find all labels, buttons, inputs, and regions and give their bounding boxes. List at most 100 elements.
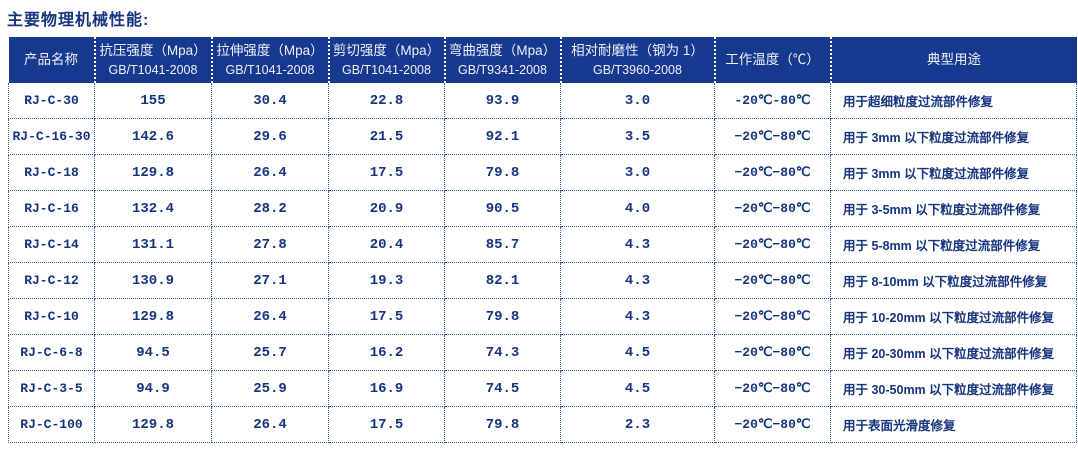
working-temperature-cell: −20℃−80℃ xyxy=(714,190,831,227)
tensile-strength-cell: 26.4 xyxy=(211,298,329,335)
mechanical-properties-table: 产品名称 抗压强度（Mpa） GB/T1041-2008 拉伸强度（Mpa） G… xyxy=(8,37,1077,443)
compressive-strength-cell: 129.8 xyxy=(94,298,212,335)
product-name-cell: RJ-C-14 xyxy=(8,226,95,263)
wear-resistance-cell: 3.5 xyxy=(560,118,715,155)
column-header-label: 剪切强度（Mpa） xyxy=(332,43,441,59)
wear-resistance-cell: 4.3 xyxy=(560,226,715,263)
flexural-strength-cell: 74.3 xyxy=(444,334,561,371)
typical-usage-cell: 用于 3mm 以下粒度过流部件修复 xyxy=(830,118,1077,155)
column-header-label: 弯曲强度（Mpa） xyxy=(448,43,557,59)
product-name-cell: RJ-C-100 xyxy=(8,406,95,443)
column-header-compressive-strength: 抗压强度（Mpa） GB/T1041-2008 xyxy=(93,37,212,83)
tensile-strength-cell: 25.9 xyxy=(211,370,329,407)
column-header-standard: GB/T1041-2008 xyxy=(108,62,198,77)
column-header-product: 产品名称 xyxy=(8,37,95,83)
column-header-tensile-strength: 拉伸强度（Mpa） GB/T1041-2008 xyxy=(210,37,329,83)
compressive-strength-cell: 94.5 xyxy=(94,334,212,371)
column-header-standard: GB/T1041-2008 xyxy=(342,62,431,77)
table-row: RJ-C-18 129.8 26.4 17.5 79.8 3.0 −20℃−80℃ 用于 3m… xyxy=(8,154,1077,191)
column-header-shear-strength: 剪切强度（Mpa） GB/T1041-2008 xyxy=(327,37,445,83)
wear-resistance-cell: 4.5 xyxy=(560,370,715,407)
product-name-cell: RJ-C-6-8 xyxy=(8,334,95,371)
typical-usage-cell: 用于 30-50mm 以下粒度过流部件修复 xyxy=(830,370,1077,407)
working-temperature-cell: −20℃−80℃ xyxy=(714,298,831,335)
flexural-strength-cell: 93.9 xyxy=(444,83,561,119)
shear-strength-cell: 16.2 xyxy=(328,334,445,371)
flexural-strength-cell: 92.1 xyxy=(444,118,561,155)
flexural-strength-cell: 74.5 xyxy=(444,370,561,407)
tensile-strength-cell: 30.4 xyxy=(211,83,329,119)
product-name-cell: RJ-C-30 xyxy=(8,83,95,119)
column-header-typical-usage: 典型用途 xyxy=(829,37,1077,83)
shear-strength-cell: 21.5 xyxy=(328,118,445,155)
working-temperature-cell: −20℃−80℃ xyxy=(714,370,831,407)
typical-usage-cell: 用于表面光滑度修复 xyxy=(830,406,1077,443)
header-row: 产品名称 抗压强度（Mpa） GB/T1041-2008 拉伸强度（Mpa） G… xyxy=(8,37,1077,83)
table-row: RJ-C-16 132.4 28.2 20.9 90.5 4.0 −20℃−80℃ 用于 3-… xyxy=(8,190,1077,227)
column-header-label: 产品名称 xyxy=(24,52,78,68)
column-header-wear-resistance: 相对耐磨性（钢为 1） GB/T3960-2008 xyxy=(559,37,715,83)
tensile-strength-cell: 27.1 xyxy=(211,262,329,299)
table-row: RJ-C-12 130.9 27.1 19.3 82.1 4.3 −20℃−80℃ 用于 8-… xyxy=(8,262,1077,299)
flexural-strength-cell: 82.1 xyxy=(444,262,561,299)
typical-usage-cell: 用于超细粒度过流部件修复 xyxy=(830,83,1077,119)
compressive-strength-cell: 131.1 xyxy=(94,226,212,263)
column-header-label: 抗压强度（Mpa） xyxy=(99,43,207,59)
table-row: RJ-C-16-30 142.6 29.6 21.5 92.1 3.5 −20℃−80℃ 用于… xyxy=(8,118,1077,155)
column-header-working-temperature: 工作温度（℃） xyxy=(713,37,831,83)
compressive-strength-cell: 129.8 xyxy=(94,154,212,191)
compressive-strength-cell: 142.6 xyxy=(94,118,212,155)
tensile-strength-cell: 26.4 xyxy=(211,406,329,443)
compressive-strength-cell: 132.4 xyxy=(94,190,212,227)
shear-strength-cell: 22.8 xyxy=(328,83,445,119)
table-row: RJ-C-30 155 30.4 22.8 93.9 3.0 -20℃-80℃ 用于超细粒度过… xyxy=(8,83,1077,119)
table-row: RJ-C-3-5 94.9 25.9 16.9 74.5 4.5 −20℃−80℃ 用于 30… xyxy=(8,370,1077,407)
wear-resistance-cell: 3.0 xyxy=(560,83,715,119)
working-temperature-cell: −20℃−80℃ xyxy=(714,334,831,371)
typical-usage-cell: 用于 10-20mm 以下粒度过流部件修复 xyxy=(830,298,1077,335)
column-header-standard: GB/T9341-2008 xyxy=(458,62,547,77)
flexural-strength-cell: 79.8 xyxy=(444,406,561,443)
product-name-cell: RJ-C-18 xyxy=(8,154,95,191)
table-header: 产品名称 抗压强度（Mpa） GB/T1041-2008 拉伸强度（Mpa） G… xyxy=(8,37,1077,83)
table-row: RJ-C-10 129.8 26.4 17.5 79.8 4.3 −20℃−80℃ 用于 10… xyxy=(8,298,1077,335)
tensile-strength-cell: 28.2 xyxy=(211,190,329,227)
column-header-label: 拉伸强度（Mpa） xyxy=(216,43,324,59)
shear-strength-cell: 20.4 xyxy=(328,226,445,263)
tensile-strength-cell: 26.4 xyxy=(211,154,329,191)
shear-strength-cell: 17.5 xyxy=(328,154,445,191)
table-row: RJ-C-14 131.1 27.8 20.4 85.7 4.3 −20℃−80℃ 用于 5-… xyxy=(8,226,1077,263)
page-title: 主要物理机械性能: xyxy=(7,12,150,29)
flexural-strength-cell: 79.8 xyxy=(444,154,561,191)
table-row: RJ-C-100 129.8 26.4 17.5 79.8 2.3 −20℃−80℃ 用于表面… xyxy=(8,406,1077,443)
table-row: RJ-C-6-8 94.5 25.7 16.2 74.3 4.5 −20℃−80℃ 用于 20… xyxy=(8,334,1077,371)
working-temperature-cell: -20℃-80℃ xyxy=(714,83,831,119)
shear-strength-cell: 19.3 xyxy=(328,262,445,299)
shear-strength-cell: 17.5 xyxy=(328,406,445,443)
column-header-label: 工作温度（℃） xyxy=(725,52,820,68)
tensile-strength-cell: 29.6 xyxy=(211,118,329,155)
column-header-standard: GB/T1041-2008 xyxy=(225,62,315,77)
shear-strength-cell: 17.5 xyxy=(328,298,445,335)
working-temperature-cell: −20℃−80℃ xyxy=(714,154,831,191)
typical-usage-cell: 用于 20-30mm 以下粒度过流部件修复 xyxy=(830,334,1077,371)
wear-resistance-cell: 2.3 xyxy=(560,406,715,443)
typical-usage-cell: 用于 8-10mm 以下粒度过流部件修复 xyxy=(830,262,1077,299)
product-name-cell: RJ-C-10 xyxy=(8,298,95,335)
wear-resistance-cell: 3.0 xyxy=(560,154,715,191)
typical-usage-cell: 用于 3mm 以下粒度过流部件修复 xyxy=(830,154,1077,191)
product-name-cell: RJ-C-12 xyxy=(8,262,95,299)
shear-strength-cell: 16.9 xyxy=(328,370,445,407)
compressive-strength-cell: 94.9 xyxy=(94,370,212,407)
column-header-standard: GB/T3960-2008 xyxy=(593,62,682,77)
product-name-cell: RJ-C-16-30 xyxy=(8,118,95,155)
shear-strength-cell: 20.9 xyxy=(328,190,445,227)
product-name-cell: RJ-C-3-5 xyxy=(8,370,95,407)
typical-usage-cell: 用于 3-5mm 以下粒度过流部件修复 xyxy=(830,190,1077,227)
working-temperature-cell: −20℃−80℃ xyxy=(714,118,831,155)
wear-resistance-cell: 4.0 xyxy=(560,190,715,227)
column-header-label: 相对耐磨性（钢为 1） xyxy=(571,43,704,59)
column-header-flexural-strength: 弯曲强度（Mpa） GB/T9341-2008 xyxy=(443,37,561,83)
flexural-strength-cell: 79.8 xyxy=(444,298,561,335)
compressive-strength-cell: 155 xyxy=(94,83,212,119)
